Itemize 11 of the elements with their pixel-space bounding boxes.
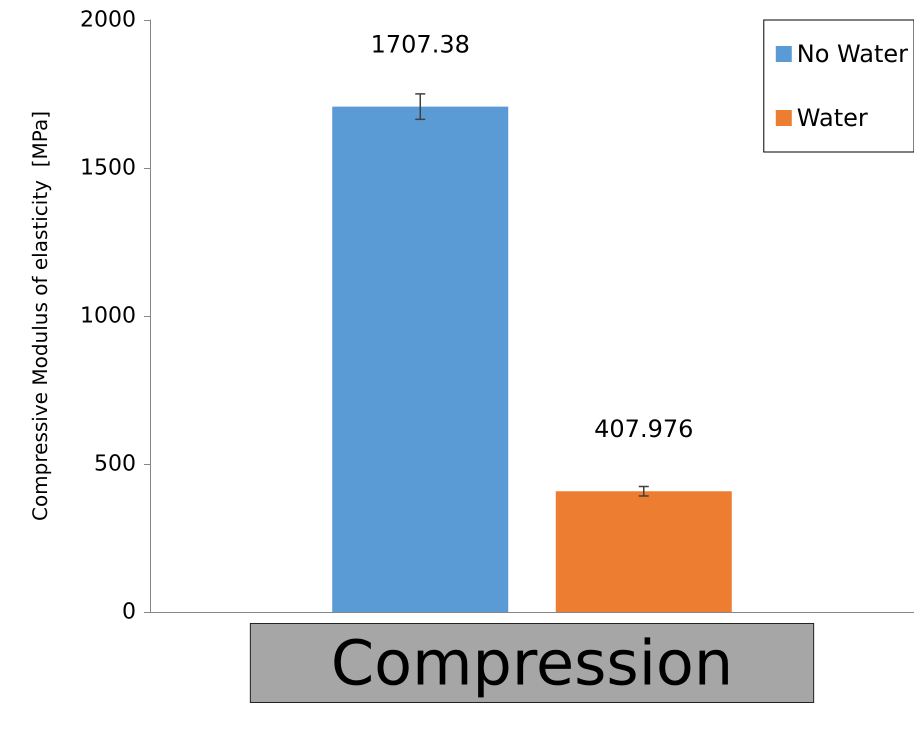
y-tick-label: 0 <box>122 600 136 624</box>
y-tick-label: 2000 <box>80 8 136 32</box>
legend-label: No Water <box>796 40 908 68</box>
y-tick-label: 500 <box>94 452 136 476</box>
x-tick-label: Compression <box>330 626 734 700</box>
data-label: 1707.38 <box>370 30 470 59</box>
y-axis-title: Compressive Modulus of elasticity [MPa] <box>28 110 52 522</box>
y-tick-label: 1500 <box>80 156 136 180</box>
data-label: 407.976 <box>594 415 694 444</box>
y-tick-label: 1000 <box>80 304 136 328</box>
legend-label: Water <box>796 104 868 132</box>
